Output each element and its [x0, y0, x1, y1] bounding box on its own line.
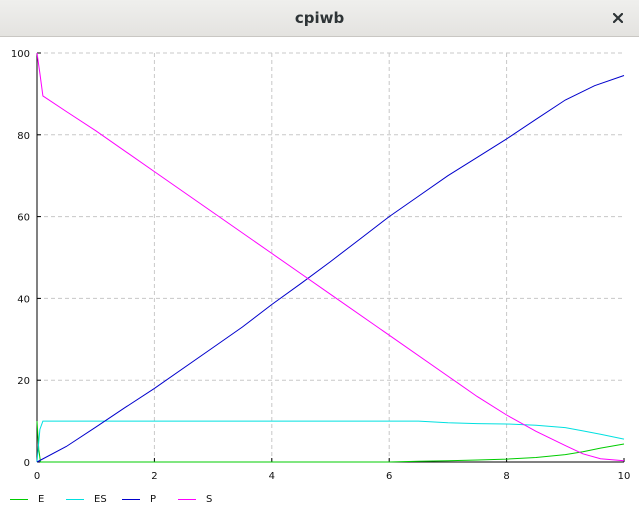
x-tick-label: 8	[503, 471, 509, 482]
y-tick-label: 60	[17, 213, 30, 224]
legend-swatch	[122, 498, 140, 500]
y-tick-label: 0	[24, 458, 30, 469]
series-line-e	[36, 421, 625, 463]
x-tick-label: 2	[151, 471, 157, 482]
legend-item-e: E	[10, 494, 66, 505]
legend-item-p: P	[122, 494, 178, 505]
legend-swatch	[66, 498, 84, 500]
legend-swatch	[178, 498, 196, 500]
series-line-s	[36, 52, 625, 462]
y-tick-label: 20	[17, 376, 30, 387]
legend-item-s: S	[178, 494, 234, 505]
legend-label: ES	[94, 493, 107, 505]
title-bar: cpiwb	[0, 0, 639, 37]
series-line-es	[36, 420, 625, 463]
legend: E ES P S	[10, 492, 234, 506]
legend-label: E	[38, 493, 45, 505]
close-button[interactable]	[607, 7, 629, 29]
x-tick-label: 0	[34, 471, 40, 482]
x-tick-label: 6	[386, 471, 392, 482]
y-tick-label: 40	[17, 294, 30, 305]
legend-item-es: ES	[66, 494, 122, 505]
series-line-p	[36, 75, 625, 463]
y-tick-label: 100	[11, 49, 30, 60]
close-icon	[613, 13, 623, 23]
legend-label: S	[206, 493, 213, 505]
x-tick-label: 4	[269, 471, 275, 482]
y-tick-label: 80	[17, 131, 30, 142]
legend-swatch	[10, 498, 28, 500]
plot-area: 0 2 4 6 8 10 0 20 40 60 80 100 E ES P S	[0, 37, 639, 517]
x-tick-label: 10	[618, 471, 631, 482]
legend-label: P	[150, 493, 157, 505]
window-title: cpiwb	[294, 9, 345, 27]
